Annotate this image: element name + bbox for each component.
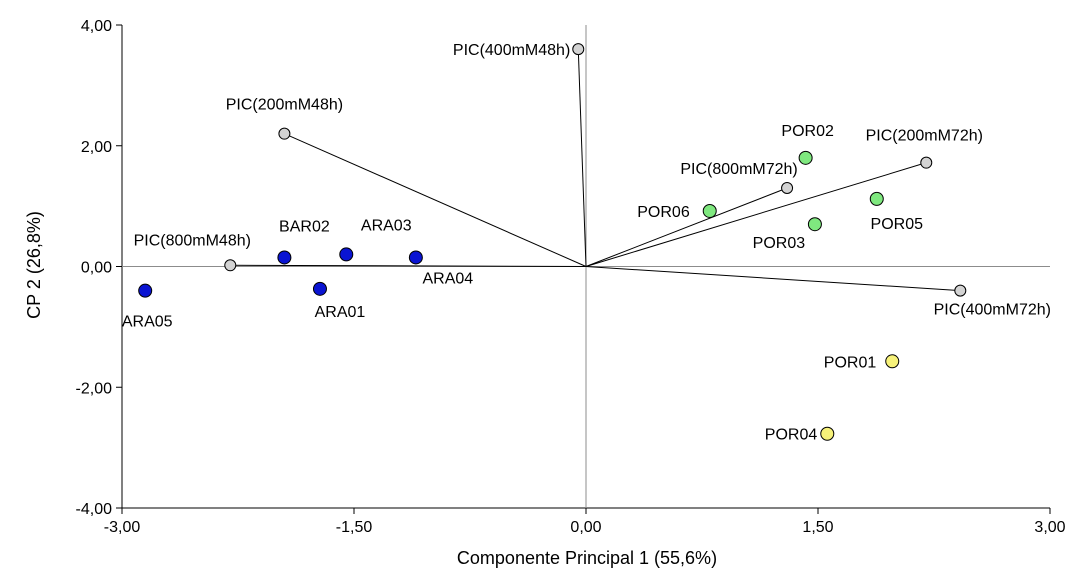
loading-vectors: PIC(400mM48h) PIC(200mM48h) PIC(800mM48h) P… <box>134 42 1051 319</box>
point-label: POR02 <box>781 123 834 140</box>
x-axis-title: Componente Principal 1 (55,6%) <box>457 548 717 568</box>
point-label: ARA03 <box>361 217 412 234</box>
point-label: POR04 <box>765 427 818 444</box>
vector-label: PIC(200mM72h) <box>866 128 983 145</box>
y-tick-label: 2,00 <box>81 139 112 156</box>
score-point <box>312 281 327 296</box>
y-tick-label: -4,00 <box>76 501 113 518</box>
vector-line <box>585 266 961 292</box>
point-label: POR06 <box>637 204 690 221</box>
vector-point <box>572 43 585 56</box>
score-point <box>869 191 884 206</box>
axes: -3,00 -1,50 0,00 1,50 3,00 4,00 2,00 0,00 -2,00 -… <box>76 18 1066 536</box>
x-tick-label: -3,00 <box>104 519 141 536</box>
x-tick-label: -1,50 <box>336 519 373 536</box>
x-tick-label: 0,00 <box>570 519 601 536</box>
score-point <box>807 217 822 232</box>
y-tick-label: -2,00 <box>76 380 113 397</box>
score-point <box>885 354 900 369</box>
score-point <box>798 150 813 165</box>
vector-label: PIC(800mM72h) <box>680 161 797 178</box>
score-points: ARA05 BAR02 ARA01 ARA03 ARA04 POR02 POR06 POR03… <box>122 123 923 444</box>
point-label: ARA04 <box>423 270 474 287</box>
point-label: ARA05 <box>122 314 173 331</box>
score-point <box>277 250 292 265</box>
vector-point <box>954 284 967 297</box>
point-label: ARA01 <box>315 304 366 321</box>
vector-label: PIC(400mM72h) <box>934 302 1051 319</box>
vector-line <box>230 264 587 267</box>
score-point <box>339 247 354 262</box>
point-label: POR01 <box>824 354 877 371</box>
vector-label: PIC(800mM48h) <box>134 232 251 249</box>
point-label: POR03 <box>753 235 806 252</box>
score-point <box>820 426 835 441</box>
x-tick-label: 3,00 <box>1034 519 1065 536</box>
vector-line <box>577 49 587 267</box>
point-label: POR05 <box>871 216 924 233</box>
score-point <box>408 250 423 265</box>
y-axis-title: CP 2 (26,8%) <box>24 211 44 319</box>
score-point <box>138 283 153 298</box>
x-tick-label: 1,50 <box>802 519 833 536</box>
vector-point <box>278 127 291 140</box>
point-label: BAR02 <box>279 218 330 235</box>
vector-point <box>224 259 237 272</box>
vector-line <box>585 162 927 267</box>
vector-point <box>920 156 933 169</box>
vector-label: PIC(200mM48h) <box>226 97 343 114</box>
score-point <box>702 203 717 218</box>
vector-line <box>284 133 587 267</box>
y-tick-label: 0,00 <box>81 260 112 277</box>
vector-point <box>781 182 794 195</box>
vector-line <box>585 187 788 267</box>
y-tick-label: 4,00 <box>81 18 112 35</box>
vector-label: PIC(400mM48h) <box>453 42 570 59</box>
